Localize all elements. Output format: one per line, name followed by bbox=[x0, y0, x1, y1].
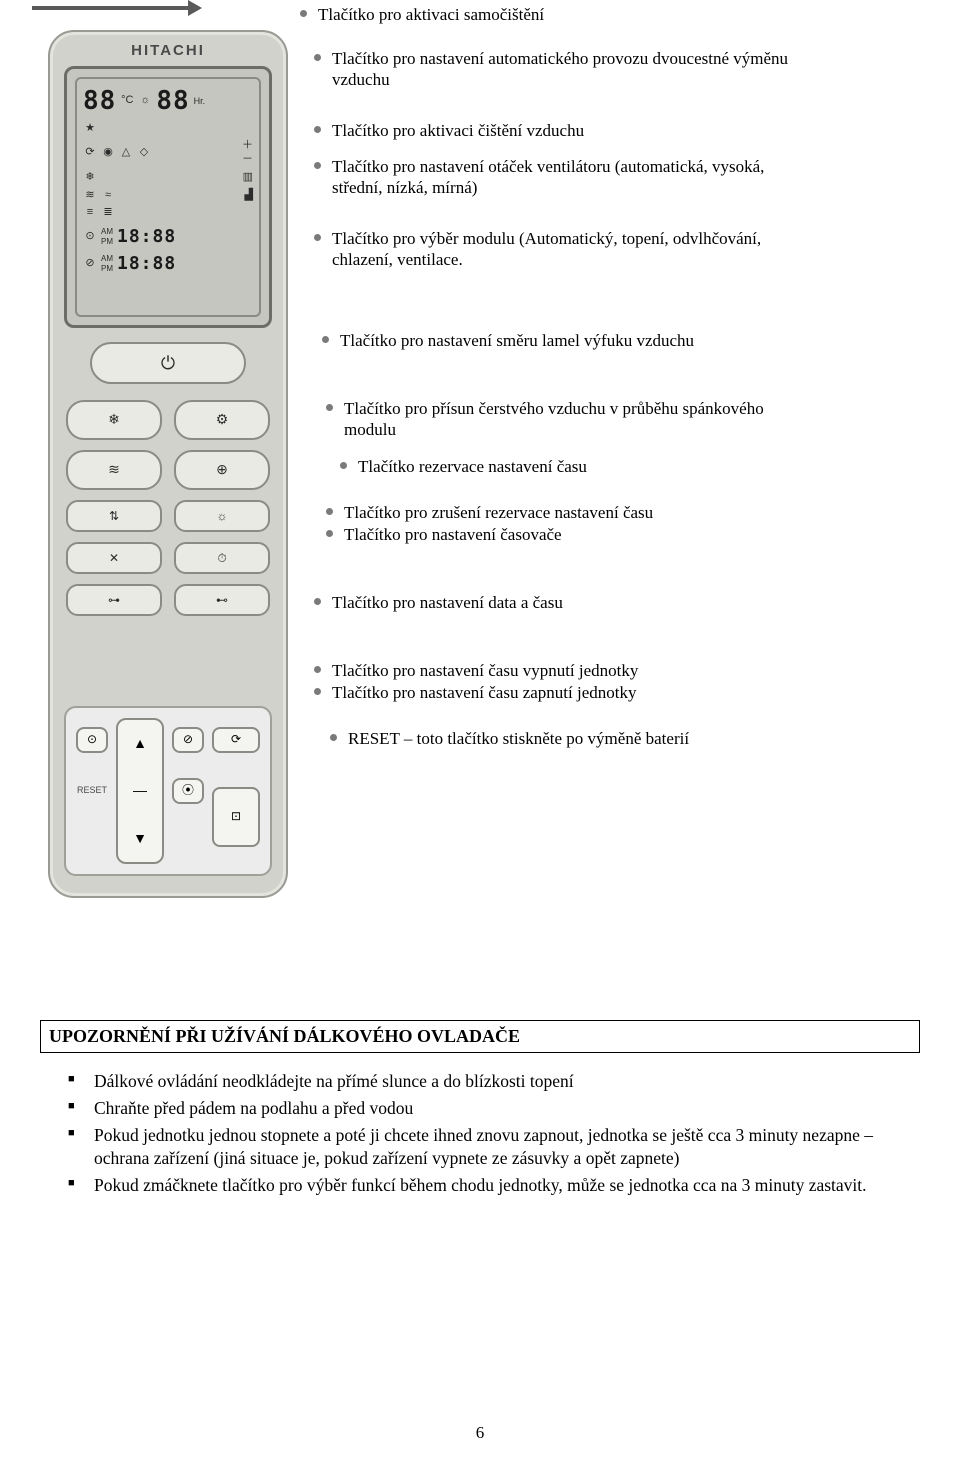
lcd-panel: 88 °C☼ 88 Hr. ★ ⟳◉ △◇ ＋－ ❄▥ ≋≈ ▟ ≡≣ bbox=[64, 66, 272, 328]
label-7b: modulu bbox=[344, 420, 396, 439]
label-8: Tlačítko rezervace nastavení času bbox=[358, 457, 587, 476]
label-10: Tlačítko pro nastavení časovače bbox=[344, 525, 562, 544]
btn-6: ✕ bbox=[66, 542, 162, 574]
label-6: Tlačítko pro nastavení směru lamel výfuk… bbox=[340, 331, 694, 350]
label-2a: Tlačítko pro nastavení automatického pro… bbox=[332, 49, 788, 68]
label-1: Tlačítko pro aktivaci samočištění bbox=[318, 5, 544, 24]
label-4b: střední, nízká, mírná) bbox=[332, 178, 477, 197]
notice-item: Dálkové ovládání neodkládejte na přímé s… bbox=[68, 1070, 910, 1093]
btn-2: ≋ bbox=[66, 450, 162, 490]
label-5b: chlazení, ventilace. bbox=[332, 250, 463, 269]
label-9: Tlačítko pro zrušení rezervace nastavení… bbox=[344, 503, 653, 522]
notice-title-box: UPOZORNĚNÍ PŘI UŽÍVÁNÍ DÁLKOVÉHO OVLADAČ… bbox=[40, 1020, 920, 1053]
btn-0: ❄ bbox=[66, 400, 162, 440]
btn-7: ⏱ bbox=[174, 542, 270, 574]
btn-9: ⊷ bbox=[174, 584, 270, 616]
seg-right: 88 bbox=[156, 85, 189, 118]
btn-3: ⊕ bbox=[174, 450, 270, 490]
seg-left: 88 bbox=[83, 85, 116, 118]
label-13: Tlačítko pro nastavení času zapnutí jedn… bbox=[332, 683, 637, 702]
label-4a: Tlačítko pro nastavení otáček ventilátor… bbox=[332, 157, 764, 176]
btn-4: ⇅ bbox=[66, 500, 162, 532]
arrow-indicator bbox=[32, 2, 202, 14]
btn-1: ⚙ bbox=[174, 400, 270, 440]
label-12: Tlačítko pro nastavení času vypnutí jedn… bbox=[332, 661, 638, 680]
remote-illustration: HITACHI 88 °C☼ 88 Hr. ★ ⟳◉ △◇ ＋－ ❄▥ ≋≈ bbox=[48, 30, 288, 898]
page-number: 6 bbox=[0, 1422, 960, 1443]
brand-label: HITACHI bbox=[50, 42, 286, 61]
notice-item: Chraňte před pádem na podlahu a před vod… bbox=[68, 1097, 910, 1120]
button-grid: ❄ ⚙ ≋ ⊕ ⇅ ☼ ✕ ⏱ ⊶ ⊷ bbox=[66, 400, 270, 616]
btn-5: ☼ bbox=[174, 500, 270, 532]
label-14: RESET – toto tlačítko stiskněte po výměn… bbox=[348, 729, 689, 748]
notice-item: Pokud zmáčknete tlačítko pro výběr funkc… bbox=[68, 1174, 910, 1197]
label-3: Tlačítko pro aktivaci čištění vzduchu bbox=[332, 121, 584, 140]
notice-title: UPOZORNĚNÍ PŘI UŽÍVÁNÍ DÁLKOVÉHO OVLADAČ… bbox=[49, 1026, 520, 1046]
label-5a: Tlačítko pro výběr modulu (Automatický, … bbox=[332, 229, 761, 248]
power-button: ⏻ bbox=[90, 342, 246, 384]
label-11: Tlačítko pro nastavení data a času bbox=[332, 593, 563, 612]
btn-8: ⊶ bbox=[66, 584, 162, 616]
notice-item: Pokud jednotku jednou stopnete a poté ji… bbox=[68, 1124, 910, 1170]
label-7a: Tlačítko pro přísun čerstvého vzduchu v … bbox=[344, 399, 764, 418]
bottom-panel: ⊙ ▲ — ▼ ⊘ ⟳ RESET ⦿ ⊡ bbox=[64, 706, 272, 876]
label-2b: vzduchu bbox=[332, 70, 390, 89]
notice-list: Dálkové ovládání neodkládejte na přímé s… bbox=[68, 1070, 910, 1201]
